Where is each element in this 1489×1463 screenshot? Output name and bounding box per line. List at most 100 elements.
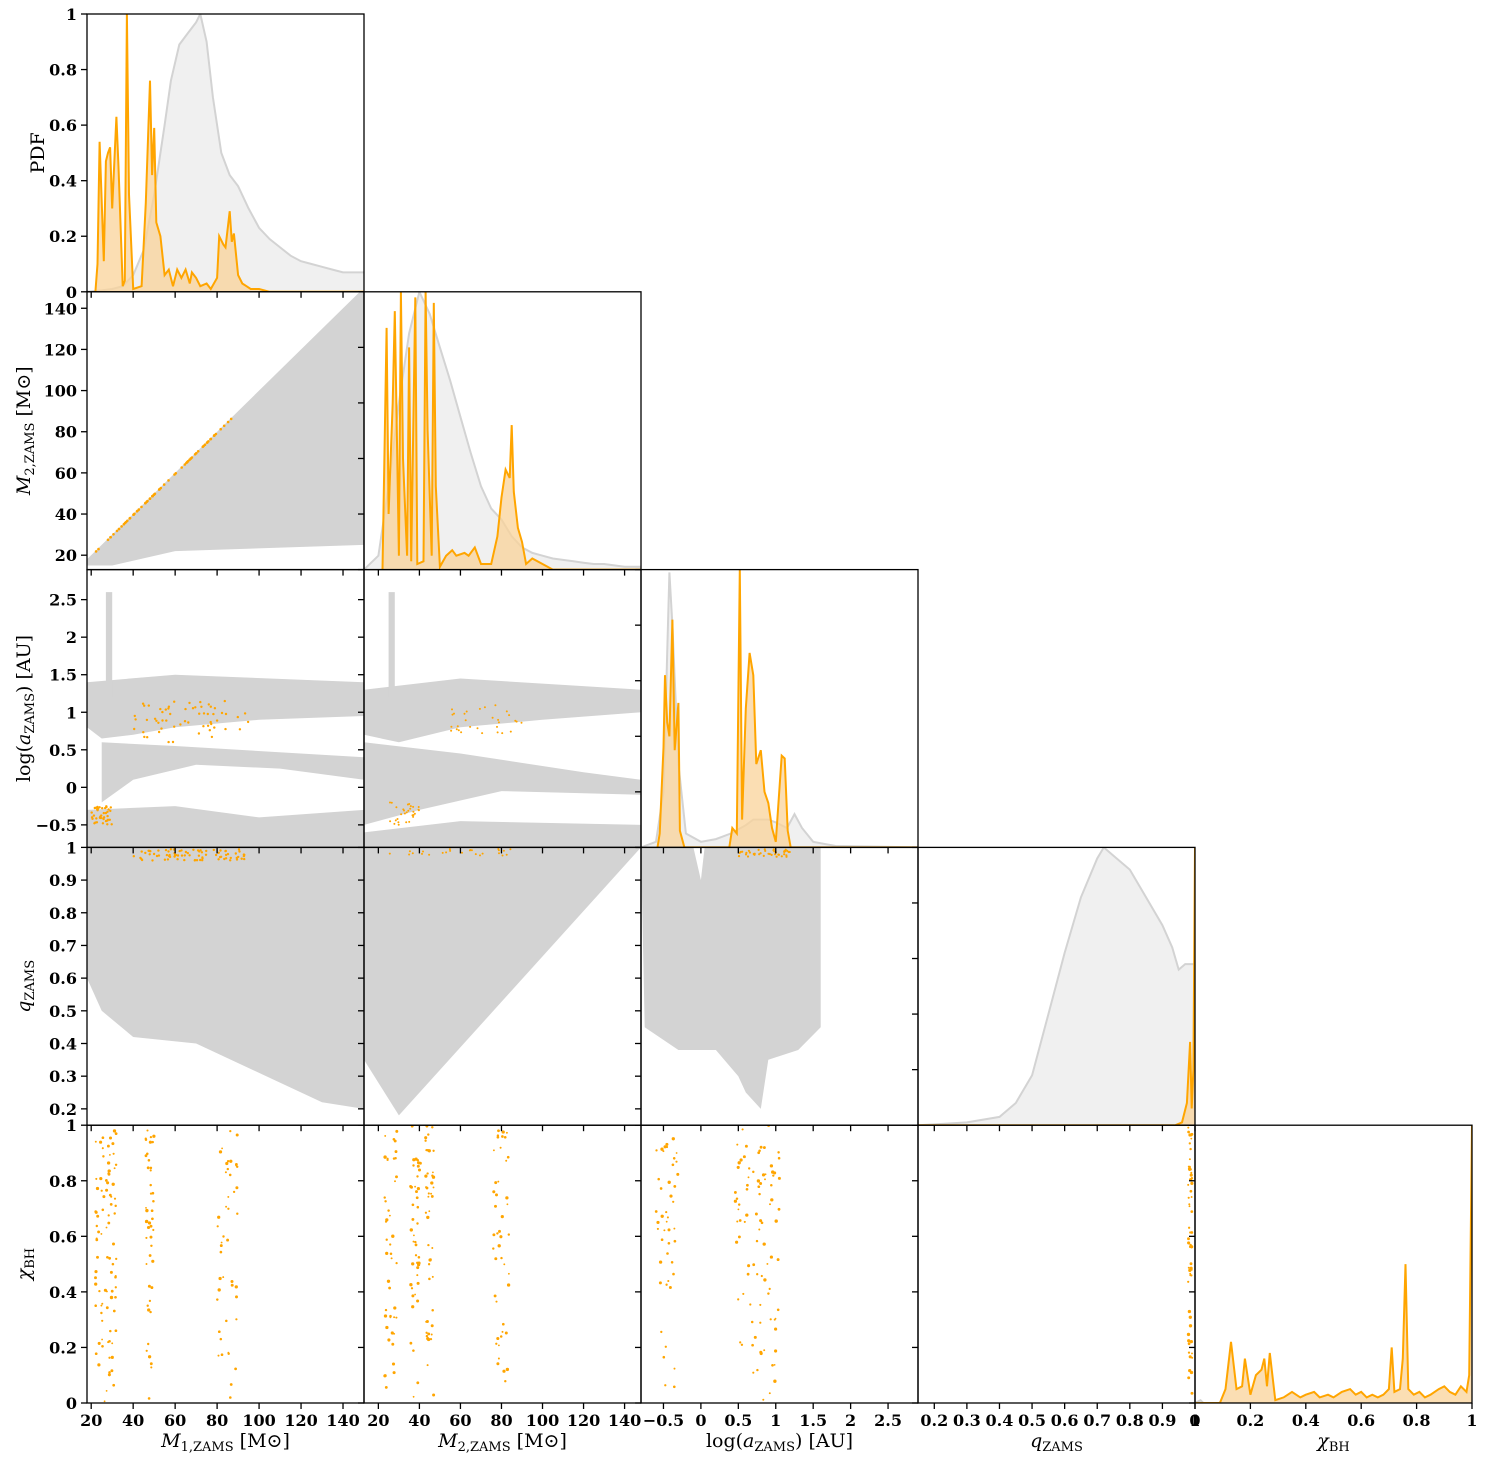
selected-point xyxy=(733,1199,738,1203)
selected-point xyxy=(152,1200,155,1203)
selected-point xyxy=(200,705,203,708)
selected-point xyxy=(763,1278,767,1282)
selected-point xyxy=(236,1212,239,1215)
selected-point xyxy=(202,712,206,715)
selected-point xyxy=(412,1240,415,1243)
selected-point xyxy=(147,1355,152,1359)
selected-point xyxy=(503,1263,506,1266)
selected-point xyxy=(384,1308,388,1312)
selected-point xyxy=(1187,1339,1191,1343)
x-axis-label-m2: M2,ZAMS [M⊙] xyxy=(437,1430,567,1455)
x-tick-label: 0.5 xyxy=(1018,1411,1046,1430)
selected-point xyxy=(391,1342,395,1346)
selected-point xyxy=(392,1137,396,1141)
selected-point xyxy=(184,707,187,711)
selected-point xyxy=(229,1159,233,1163)
selected-point xyxy=(774,853,777,856)
selected-point xyxy=(660,1214,664,1218)
y-tick-label: 0.5 xyxy=(49,741,77,760)
selected-point xyxy=(218,1150,223,1154)
selected-point xyxy=(102,816,106,819)
selected-point xyxy=(427,1263,431,1266)
selected-point xyxy=(171,740,175,744)
selected-point xyxy=(110,1369,114,1373)
selected-point xyxy=(96,807,100,810)
selected-point xyxy=(665,1211,668,1214)
selected-point xyxy=(99,1140,103,1144)
selected-point xyxy=(217,1215,221,1219)
y-tick-label: 0.7 xyxy=(49,936,77,955)
selected-point xyxy=(108,1371,111,1374)
selected-point xyxy=(441,851,444,854)
selected-point xyxy=(668,1286,672,1289)
x-axis-label-q: qZAMS xyxy=(1030,1430,1083,1455)
selected-point xyxy=(762,1146,766,1150)
selected-point xyxy=(493,1294,497,1298)
selected-point xyxy=(403,812,406,815)
selected-point xyxy=(217,1288,221,1292)
panel-frame xyxy=(640,1124,919,1404)
panel-frame xyxy=(917,1124,1196,1404)
selected-point xyxy=(94,1270,98,1274)
selected-point xyxy=(216,1298,219,1301)
x-tick-label: 0.8 xyxy=(1116,1411,1144,1430)
selected-point xyxy=(149,1135,153,1139)
selected-point xyxy=(230,1279,234,1284)
selected-point xyxy=(151,1140,154,1144)
selected-point xyxy=(101,1208,105,1212)
selected-point xyxy=(157,488,161,491)
selected-point xyxy=(105,1188,109,1192)
selected-point xyxy=(225,1161,229,1166)
selected-point xyxy=(104,811,108,815)
y-tick-label: 1 xyxy=(66,838,77,857)
selected-point xyxy=(232,1190,236,1194)
selected-point xyxy=(415,1190,418,1194)
selected-point xyxy=(168,853,171,857)
selected-point xyxy=(764,1178,766,1181)
selected-point xyxy=(206,712,209,716)
selected-point xyxy=(143,735,146,739)
selected-point xyxy=(657,1177,660,1181)
selected-point xyxy=(112,1129,117,1133)
selected-point xyxy=(101,822,105,825)
selected-pdf-fill-m1 xyxy=(95,14,270,292)
selected-point xyxy=(760,1274,763,1278)
selected-point xyxy=(389,1252,393,1255)
selected-point xyxy=(104,1179,108,1182)
scatter-panel-chi-vs-m1 xyxy=(94,1129,239,1403)
selected-point xyxy=(777,1156,781,1160)
selected-point xyxy=(506,1203,509,1206)
selected-point xyxy=(411,852,414,855)
selected-point xyxy=(1190,1274,1193,1277)
selected-point xyxy=(229,1129,232,1133)
selected-point xyxy=(109,809,112,813)
selected-point xyxy=(213,726,216,729)
selected-point xyxy=(105,805,108,809)
selected-point xyxy=(388,852,391,855)
x-tick-label: 60 xyxy=(449,1411,471,1430)
selected-point xyxy=(114,1295,117,1299)
selected-point xyxy=(428,1258,432,1262)
selected-point xyxy=(1189,1147,1192,1151)
selected-point xyxy=(108,1136,113,1140)
selected-point xyxy=(763,1349,766,1352)
selected-point xyxy=(146,736,149,739)
selected-point xyxy=(766,1262,769,1265)
selected-point xyxy=(417,806,420,808)
selected-point xyxy=(463,712,466,715)
selected-point xyxy=(145,1263,148,1265)
selected-point xyxy=(96,1214,100,1218)
x-tick-label: 140 xyxy=(608,1411,641,1430)
selected-point xyxy=(500,1256,503,1260)
selected-point xyxy=(662,1355,666,1359)
selected-point xyxy=(409,1283,413,1287)
selected-point xyxy=(216,1225,219,1228)
selected-point xyxy=(193,859,196,862)
selected-point xyxy=(169,712,172,716)
selected-point xyxy=(738,1219,742,1222)
selected-point xyxy=(113,1197,117,1200)
selected-point xyxy=(408,820,411,823)
x-tick-label: 20 xyxy=(367,1411,389,1430)
selected-point xyxy=(1190,1181,1194,1185)
population-density xyxy=(364,847,641,1116)
